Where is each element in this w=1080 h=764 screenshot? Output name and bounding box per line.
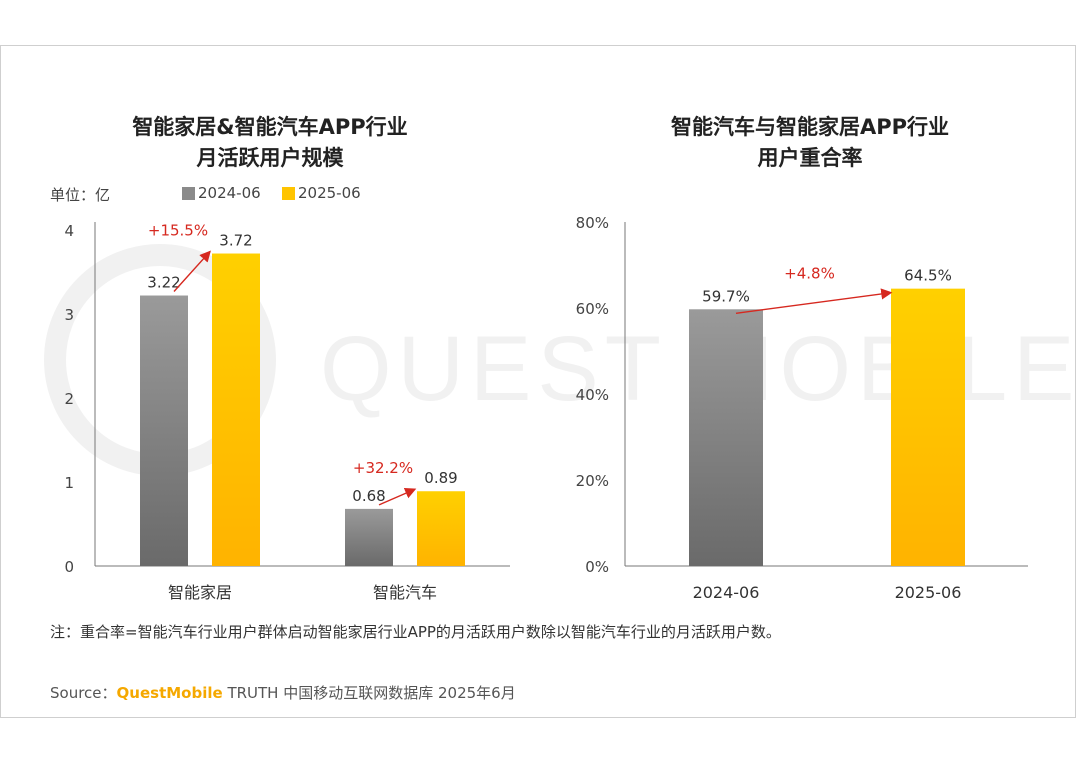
left-bar-2024-06-智能家居 [140,295,188,566]
source-line: Source：QuestMobile TRUTH 中国移动互联网数据库 2025… [50,682,516,703]
legend-item-2024: 2024-06 [182,184,261,202]
right-chart-title: 智能汽车与智能家居APP行业 用户重合率 [600,112,1020,174]
right-growth-label: +4.8% [784,265,835,283]
right-growth-arrow [735,288,893,314]
left-y-tick-label: 3 [64,306,74,324]
right-bar-value-label: 64.5% [904,267,952,285]
legend-label-2025: 2025-06 [298,184,361,202]
source-brand: QuestMobile [116,684,223,702]
left-growth-label: +32.2% [353,459,413,477]
left-growth-arrow [378,488,417,506]
left-chart-title: 智能家居&智能汽车APP行业 月活跃用户规模 [60,112,480,174]
legend-item-2025: 2025-06 [282,184,361,202]
right-y-tick-label: 20% [576,472,609,490]
legend-swatch-gray [182,186,195,200]
left-y-tick-label: 4 [64,222,74,240]
left-title-line-1: 智能家居&智能汽车APP行业 [132,115,408,139]
footnote: 注：重合率=智能汽车行业用户群体启动智能家居行业APP的月活跃用户数除以智能汽车… [50,623,781,641]
source-prefix: Source： [50,684,117,702]
right-x-category-label: 2025-06 [895,583,962,602]
left-bar-value-label: 3.22 [147,274,180,292]
legend-swatch-yellow [282,186,295,200]
unit-label: 单位：亿 [50,186,111,204]
left-x-category-label: 智能家居 [168,583,232,602]
right-title-line-1: 智能汽车与智能家居APP行业 [670,115,950,139]
left-growth-arrow [173,250,211,292]
right-y-tick-label: 0% [585,558,609,576]
right-y-tick-label: 40% [576,386,609,404]
left-bar-value-label: 0.68 [352,487,385,505]
left-y-tick-label: 2 [64,390,74,408]
left-bar-value-label: 3.72 [219,232,252,250]
right-y-tick-label: 60% [576,300,609,318]
right-bar-2025-06 [891,288,965,566]
left-bar-value-label: 0.89 [424,469,457,487]
right-bar-value-label: 59.7% [702,287,750,305]
right-title-line-2: 用户重合率 [757,146,863,170]
left-bar-2025-06-智能家居 [212,253,260,566]
left-growth-label: +15.5% [148,222,208,240]
left-bar-2024-06-智能汽车 [345,508,393,566]
right-y-tick-label: 80% [576,214,609,232]
left-bar-2025-06-智能汽车 [417,491,465,566]
legend-label-2024: 2024-06 [198,184,261,202]
right-x-category-label: 2024-06 [693,583,760,602]
source-suffix: TRUTH 中国移动互联网数据库 2025年6月 [222,684,516,702]
left-x-category-label: 智能汽车 [373,583,437,602]
right-bar-2024-06 [689,309,763,566]
left-title-line-2: 月活跃用户规模 [196,146,344,170]
left-y-tick-label: 1 [64,474,74,492]
left-y-tick-label: 0 [64,558,74,576]
